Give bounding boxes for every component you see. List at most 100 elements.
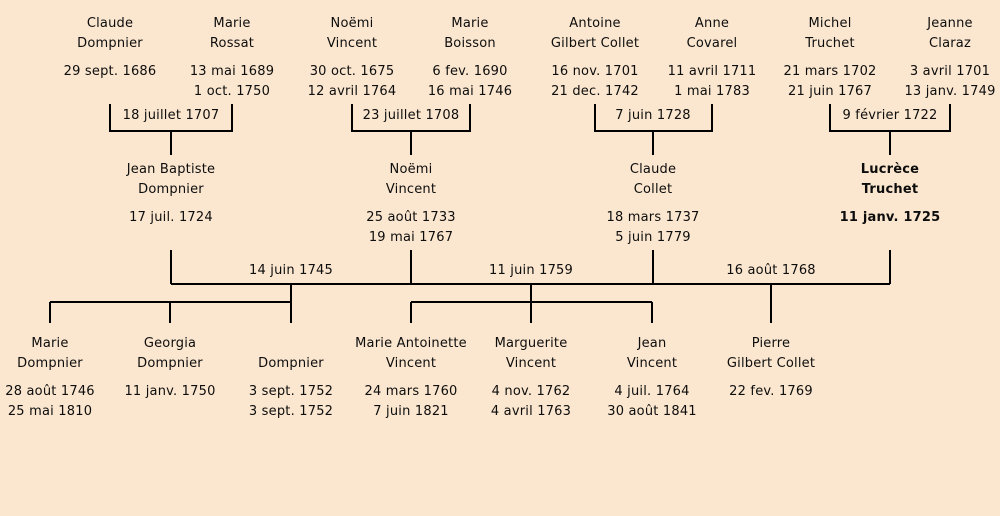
death-date: 16 mai 1746 (427, 84, 513, 99)
name-line: Marguerite (494, 336, 568, 351)
death-date: 30 août 1841 (607, 404, 697, 419)
birth-date: 11 janv. 1750 (124, 384, 216, 399)
name-line: Marie (31, 336, 69, 351)
name-line: Dompnier (258, 356, 324, 371)
marriage-date-1759: 11 juin 1759 (489, 263, 573, 278)
death-date: 25 mai 1810 (7, 404, 93, 419)
death-date: 13 janv. 1749 (904, 84, 996, 99)
child-marie-dompnier: Marie Dompnier 28 août 1746 25 mai 1810 (0, 334, 130, 422)
name-line: Vincent (505, 356, 557, 371)
ancestor-claude-dompnier: Claude Dompnier 29 sept. 1686 (30, 14, 190, 102)
name-line: Vincent (326, 36, 378, 51)
death-date: 12 avril 1764 (307, 84, 397, 99)
death-date: 1 oct. 1750 (193, 84, 271, 99)
name-line: Claude (629, 162, 677, 177)
child-georgia-dompnier: Georgia Dompnier 11 janv. 1750 (90, 334, 250, 422)
death-date (691, 402, 851, 422)
child-pierre-gilbert-collet: Pierre Gilbert Collet 22 fev. 1769 (691, 334, 851, 422)
name-line: Truchet (805, 36, 855, 51)
name-line: Jeanne (927, 16, 973, 31)
birth-date: 30 oct. 1675 (309, 64, 395, 79)
name-line: Noëmi (389, 162, 433, 177)
name-line: Marie Antoinette (355, 336, 467, 351)
name-line: Boisson (444, 36, 496, 51)
name-line: Antoine (569, 16, 621, 31)
child-jean-vincent: Jean Vincent 4 juil. 1764 30 août 1841 (572, 334, 732, 422)
name-line: Claude (86, 16, 134, 31)
name-line: Lucrèce (860, 162, 920, 177)
name-line: Jean (637, 336, 667, 351)
child-marguerite-vincent: Marguerite Vincent 4 nov. 1762 4 avril 1… (451, 334, 611, 422)
marriage-date-1768: 16 août 1768 (726, 263, 816, 278)
parent-lucrece-truchet: Lucrèce Truchet 11 janv. 1725 (810, 160, 970, 248)
ancestor-anne-covarel: Anne Covarel 11 avril 1711 1 mai 1783 (632, 14, 792, 102)
death-date: 1 mai 1783 (674, 84, 750, 99)
name-line: Covarel (686, 36, 738, 51)
death-date: 4 avril 1763 (490, 404, 572, 419)
name-line: Dompnier (137, 356, 203, 371)
birth-date: 11 janv. 1725 (839, 210, 941, 225)
ancestor-michel-truchet: Michel Truchet 21 mars 1702 21 juin 1767 (750, 14, 910, 102)
ancestor-noemi-vincent: Noëmi Vincent 30 oct. 1675 12 avril 1764 (272, 14, 432, 102)
marriage-date-1707: 18 juillet 1707 (122, 108, 220, 123)
birth-date: 13 mai 1689 (189, 64, 275, 79)
marriage-date-1708: 23 juillet 1708 (362, 108, 460, 123)
birth-date: 25 août 1733 (366, 210, 456, 225)
parent-noemi-vincent: Noëmi Vincent 25 août 1733 19 mai 1767 (331, 160, 491, 248)
name-line: Michel (808, 16, 852, 31)
parent-jean-baptiste-dompnier: Jean Baptiste Dompnier 17 juil. 1724 (91, 160, 251, 248)
ancestor-marie-rossat: Marie Rossat 13 mai 1689 1 oct. 1750 (152, 14, 312, 102)
name-line: Truchet (861, 182, 919, 197)
name-line: Noëmi (330, 16, 374, 31)
marriage-date-1728: 7 juin 1728 (615, 108, 691, 123)
name-line: Marie (213, 16, 251, 31)
birth-date: 4 nov. 1762 (491, 384, 571, 399)
name-line: Dompnier (77, 36, 143, 51)
birth-date: 4 juil. 1764 (614, 384, 690, 399)
birth-date: 29 sept. 1686 (63, 64, 157, 79)
name-line: Jean Baptiste (126, 162, 216, 177)
birth-date: 3 avril 1701 (909, 64, 991, 79)
ancestor-jeanne-claraz: Jeanne Claraz 3 avril 1701 13 janv. 1749 (870, 14, 1000, 102)
death-date: 3 sept. 1752 (248, 404, 334, 419)
child-dompnier: Dompnier 3 sept. 1752 3 sept. 1752 (211, 334, 371, 422)
birth-date: 17 juil. 1724 (129, 210, 213, 225)
child-marie-antoinette-vincent: Marie Antoinette Vincent 24 mars 1760 7 … (331, 334, 491, 422)
name-line: Dompnier (138, 182, 204, 197)
birth-date: 24 mars 1760 (364, 384, 458, 399)
name-line: Marie (451, 16, 489, 31)
death-date (91, 228, 251, 248)
birth-date: 18 mars 1737 (606, 210, 700, 225)
name-line: Vincent (626, 356, 678, 371)
name-line: Rossat (209, 36, 255, 51)
birth-date: 16 nov. 1701 (551, 64, 639, 79)
name-line: Dompnier (17, 356, 83, 371)
marriage-date-1745: 14 juin 1745 (249, 263, 333, 278)
name-line: Claraz (929, 36, 971, 51)
ancestor-marie-boisson: Marie Boisson 6 fev. 1690 16 mai 1746 (390, 14, 550, 102)
birth-date: 6 fev. 1690 (432, 64, 508, 79)
death-date: 21 dec. 1742 (551, 84, 639, 99)
name-line: Collet (633, 182, 673, 197)
name-line: Vincent (385, 356, 437, 371)
birth-date: 3 sept. 1752 (248, 384, 334, 399)
death-date: 21 juin 1767 (788, 84, 872, 99)
name-line: Georgia (143, 336, 197, 351)
name-line: Gilbert Collet (726, 356, 816, 371)
death-date: 5 juin 1779 (615, 230, 691, 245)
birth-date: 11 avril 1711 (667, 64, 757, 79)
marriage-date-1722: 9 février 1722 (842, 108, 938, 123)
name-line: Pierre (751, 336, 791, 351)
birth-date: 21 mars 1702 (783, 64, 877, 79)
name-line: Anne (694, 16, 730, 31)
name-line: Gilbert Collet (550, 36, 640, 51)
name-line: Vincent (385, 182, 437, 197)
parent-claude-collet: Claude Collet 18 mars 1737 5 juin 1779 (573, 160, 733, 248)
ancestor-antoine-gilbert-collet: Antoine Gilbert Collet 16 nov. 1701 21 d… (515, 14, 675, 102)
birth-date: 22 fev. 1769 (729, 384, 813, 399)
death-date: 7 juin 1821 (373, 404, 449, 419)
death-date: 19 mai 1767 (368, 230, 454, 245)
birth-date: 28 août 1746 (5, 384, 95, 399)
